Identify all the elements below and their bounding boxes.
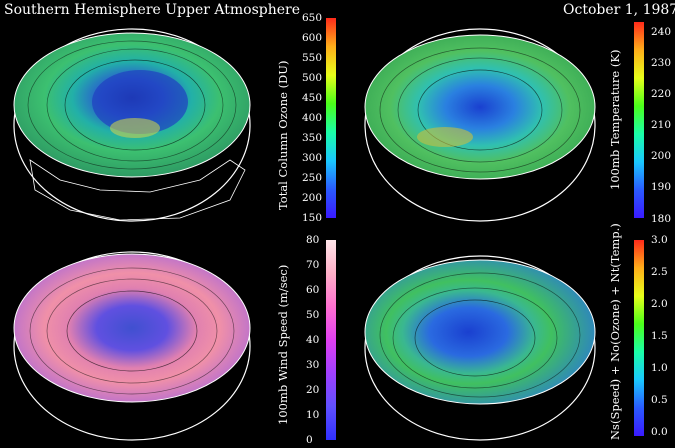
tick-label: 190 [651, 181, 672, 193]
tick-label: 210 [651, 119, 672, 131]
tick-label: 250 [302, 172, 323, 184]
combined-index-globe-map [364, 255, 596, 441]
tick-label: 20 [306, 384, 320, 396]
wind-speed-colorbar-label: 100mb Wind Speed (m/sec) [276, 264, 290, 425]
tick-label: 2.0 [651, 298, 668, 310]
tick-label: 150 [302, 212, 323, 224]
tick-label: 450 [302, 92, 323, 104]
date-label: October 1, 1987 [563, 2, 675, 18]
tick-label: 3.0 [651, 234, 668, 246]
wind-speed-colorbar-ticks: 80 70 60 50 40 30 20 10 0 [306, 234, 326, 446]
tick-label: 70 [306, 259, 320, 271]
tick-label: 400 [302, 112, 323, 124]
wind-speed-colorbar [326, 240, 336, 440]
wind-speed-globe-map [13, 251, 251, 441]
tick-label: 300 [302, 152, 323, 164]
combined-index-colorbar-label: Ns(Speed) + No(Ozone) + Nt(Temp.) [608, 223, 622, 440]
tick-label: 650 [302, 12, 323, 24]
tick-label: 1.0 [651, 362, 668, 374]
combined-index-colorbar [634, 240, 644, 436]
tick-label: 50 [306, 309, 320, 321]
tick-label: 2.5 [651, 266, 668, 278]
tick-label: 550 [302, 52, 323, 64]
tick-label: 350 [302, 132, 323, 144]
tick-label: 240 [651, 26, 672, 38]
tick-label: 0.0 [651, 426, 668, 438]
tick-label: 0 [306, 434, 313, 446]
tick-label: 200 [302, 192, 323, 204]
tick-label: 40 [306, 334, 320, 346]
tick-label: 220 [651, 88, 672, 100]
ozone-colorbar-ticks: 650 600 550 500 450 400 350 300 250 200 … [302, 12, 324, 224]
temperature-colorbar-ticks: 240 230 220 210 200 190 180 [651, 27, 675, 227]
tick-label: 60 [306, 284, 320, 296]
tick-label: 30 [306, 359, 320, 371]
tick-label: 180 [651, 213, 672, 225]
tick-label: 500 [302, 72, 323, 84]
ozone-colorbar-label: Total Column Ozone (DU) [276, 60, 290, 210]
temperature-colorbar-label: 100mb Temperature (K) [608, 49, 622, 190]
tick-label: 200 [651, 150, 672, 162]
ozone-colorbar [326, 18, 336, 218]
temperature-colorbar [634, 22, 644, 218]
tick-label: 230 [651, 57, 672, 69]
temperature-globe-map [364, 28, 596, 222]
combined-index-colorbar-ticks: 3.0 2.5 2.0 1.5 1.0 0.5 0.0 [651, 235, 675, 440]
ozone-globe-map [13, 28, 251, 222]
figure-title: Southern Hemisphere Upper Atmosphere [4, 2, 301, 18]
tick-label: 600 [302, 32, 323, 44]
tick-label: 80 [306, 234, 320, 246]
tick-label: 10 [306, 409, 320, 421]
tick-label: 0.5 [651, 394, 668, 406]
tick-label: 1.5 [651, 330, 668, 342]
